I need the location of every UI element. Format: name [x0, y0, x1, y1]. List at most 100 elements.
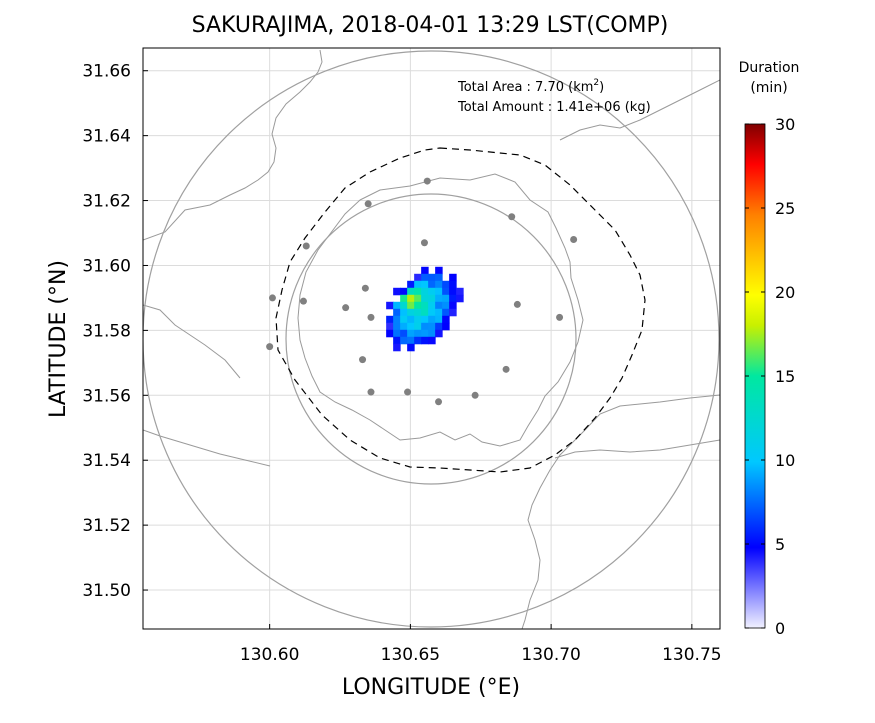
- colorbar-tick-label: 15: [775, 367, 795, 386]
- duration-heatmap: [386, 266, 464, 352]
- heatmap-cell: [414, 329, 422, 338]
- heatmap-cell: [421, 301, 429, 310]
- heatmap-cell: [428, 322, 436, 331]
- colorbar-ticks: 0 5 10 15 20 25 30: [745, 115, 795, 638]
- total-area-text: Total Area : 7.70 (km2): [457, 78, 604, 95]
- heatmap-cell: [407, 329, 415, 338]
- heatmap-cell: [414, 301, 422, 310]
- x-tick-label: 130.65: [381, 645, 440, 665]
- heatmap-cell: [442, 308, 450, 317]
- heatmap-cell: [400, 301, 408, 310]
- total-area-label: Total Area : 7.70 (km: [457, 80, 593, 95]
- heatmap-cell: [449, 273, 457, 282]
- station-marker: [299, 297, 307, 305]
- heatmap-cell: [393, 308, 401, 317]
- north-coast-east: [559, 79, 720, 141]
- heatmap-cell: [442, 294, 450, 303]
- station-marker: [570, 236, 578, 244]
- x-axis-label: LONGITUDE (°E): [342, 675, 520, 700]
- heatmap-cell: [421, 273, 429, 282]
- heatmap-cell: [435, 308, 443, 317]
- y-tick-label: 31.60: [82, 256, 131, 276]
- station-marker: [556, 313, 564, 321]
- grid-lines: [143, 48, 720, 629]
- heatmap-cell: [435, 301, 443, 310]
- heatmap-cell: [456, 294, 464, 303]
- range-circle-inner: [285, 193, 577, 485]
- colorbar-tick-label: 0: [775, 619, 785, 638]
- heatmap-cell: [386, 315, 394, 324]
- heatmap-cell: [421, 266, 429, 275]
- station-marker: [361, 284, 369, 292]
- y-tick-label: 31.50: [82, 581, 131, 601]
- heatmap-cell: [428, 336, 436, 345]
- heatmap-cell: [421, 336, 429, 345]
- heatmap-cell: [414, 308, 422, 317]
- heatmap-cell: [407, 336, 415, 345]
- heatmap-cell: [400, 336, 408, 345]
- heatmap-cell: [407, 294, 415, 303]
- y-axis-label: LATITUDE (°N): [46, 260, 71, 418]
- station-marker: [268, 294, 276, 302]
- heatmap-cell: [428, 301, 436, 310]
- x-tick-label: 130.75: [662, 645, 721, 665]
- y-tick-label: 31.58: [82, 321, 131, 341]
- y-tick-label: 31.56: [82, 386, 131, 406]
- station-marker: [435, 398, 443, 406]
- station-marker: [367, 388, 375, 396]
- heatmap-cell: [435, 287, 443, 296]
- range-circle-outer: [143, 50, 720, 628]
- heatmap-cell: [442, 315, 450, 324]
- station-marker: [302, 242, 310, 250]
- heatmap-cell: [428, 287, 436, 296]
- station-marker: [266, 343, 274, 351]
- heatmap-cell: [428, 315, 436, 324]
- x-tick-label: 130.70: [521, 645, 580, 665]
- heatmap-cell: [407, 301, 415, 310]
- station-marker: [404, 388, 412, 396]
- heatmap-cell: [400, 329, 408, 338]
- heatmap-cell: [407, 280, 415, 289]
- east-coast-branch: [554, 439, 720, 459]
- estimated-boundary-dashed: [275, 147, 646, 473]
- y-tick-label: 31.62: [82, 192, 131, 212]
- station-marker: [502, 365, 510, 373]
- heatmap-cell: [442, 322, 450, 331]
- heatmap-cell: [393, 315, 401, 324]
- heatmap-cell: [393, 343, 401, 352]
- mainland-coast-east: [521, 394, 720, 629]
- monitoring-stations: [266, 177, 578, 406]
- heatmap-cell: [407, 308, 415, 317]
- heatmap-cell: [435, 322, 443, 331]
- mainland-coast-northwest: [143, 49, 323, 241]
- stats-annotation: Total Area : 7.70 (km2) Total Amount : 1…: [457, 78, 651, 115]
- heatmap-cell: [435, 280, 443, 289]
- heatmap-cell: [421, 315, 429, 324]
- heatmap-cell: [414, 315, 422, 324]
- heatmap-cell: [442, 287, 450, 296]
- heatmap-cell: [442, 301, 450, 310]
- heatmap-cell: [386, 301, 394, 310]
- heatmap-cell: [456, 287, 464, 296]
- chart-title: SAKURAJIMA, 2018-04-01 13:29 LST(COMP): [192, 13, 669, 38]
- colorbar-tick-label: 5: [775, 535, 785, 554]
- colorbar-title-line1: Duration: [739, 60, 800, 76]
- heatmap-cell: [428, 294, 436, 303]
- heatmap-cell: [421, 294, 429, 303]
- heatmap-cell: [421, 322, 429, 331]
- heatmap-cell: [414, 336, 422, 345]
- y-tick-label: 31.52: [82, 516, 131, 536]
- heatmap-cell: [407, 343, 415, 352]
- heatmap-cell: [393, 329, 401, 338]
- heatmap-cell: [414, 287, 422, 296]
- colorbar-tick-label: 10: [775, 451, 795, 470]
- y-tick-label: 31.66: [82, 62, 131, 82]
- x-tick-label: 130.60: [240, 645, 299, 665]
- heatmap-cell: [428, 329, 436, 338]
- heatmap-cell: [435, 273, 443, 282]
- heatmap-cell: [435, 294, 443, 303]
- heatmap-cell: [400, 315, 408, 324]
- plot-area: [143, 49, 720, 629]
- station-marker: [508, 213, 516, 221]
